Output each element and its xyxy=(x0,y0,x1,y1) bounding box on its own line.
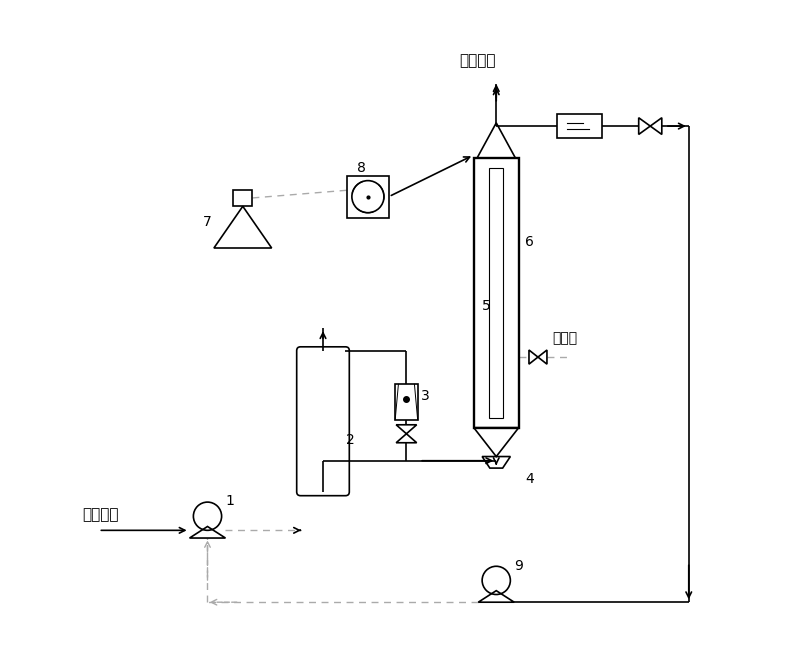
Text: 6: 6 xyxy=(525,235,534,248)
Text: 3: 3 xyxy=(421,389,430,402)
Text: 甲苯废气: 甲苯废气 xyxy=(82,507,119,522)
Bar xyxy=(489,168,503,418)
Bar xyxy=(395,384,418,420)
Text: 5: 5 xyxy=(482,299,491,313)
Text: 8: 8 xyxy=(357,161,366,175)
Text: 出口气体: 出口气体 xyxy=(458,53,495,68)
Bar xyxy=(233,190,253,206)
Text: 1: 1 xyxy=(226,495,234,508)
Text: 9: 9 xyxy=(514,558,523,573)
Bar xyxy=(474,158,518,428)
Bar xyxy=(347,176,389,218)
Text: 4: 4 xyxy=(525,472,534,486)
Text: 2: 2 xyxy=(346,434,354,447)
Text: 排水口: 排水口 xyxy=(552,331,577,345)
Text: 7: 7 xyxy=(203,215,212,229)
Bar xyxy=(558,114,602,138)
